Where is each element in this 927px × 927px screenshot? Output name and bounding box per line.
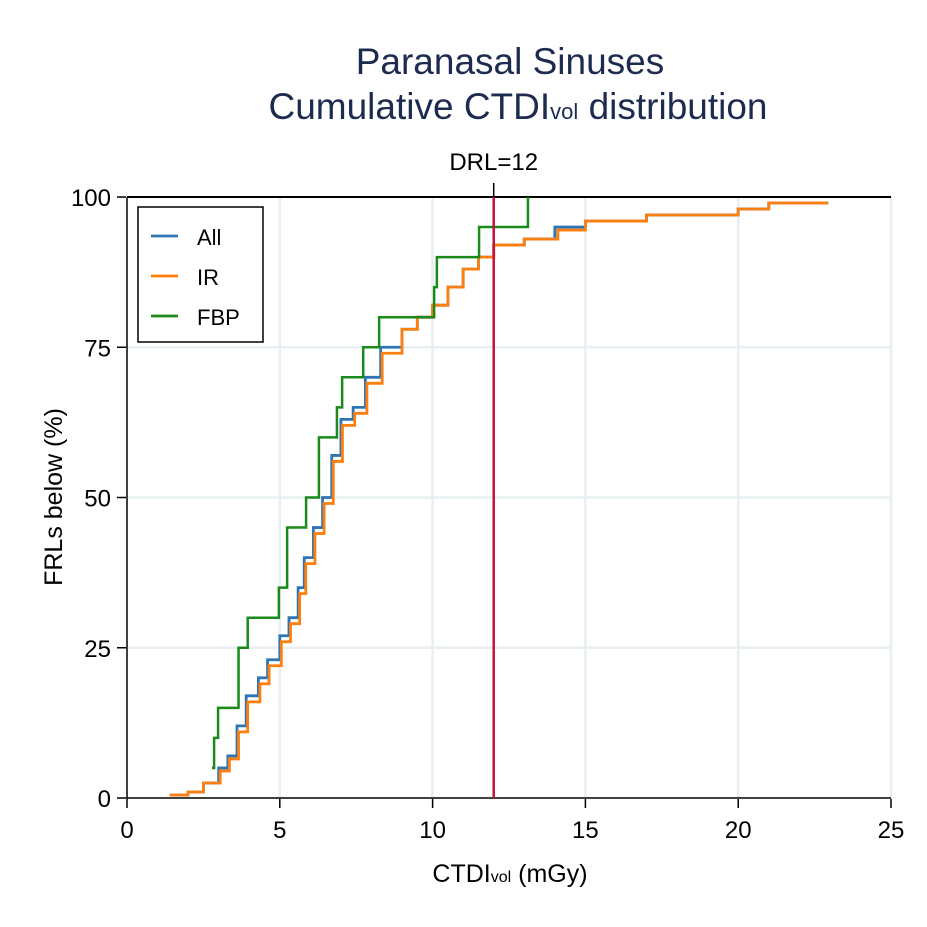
series-lines [169,183,829,798]
chart-title: Paranasal Sinuses [356,41,665,82]
series-line-fbp [211,197,530,770]
xlabel-main: CTDI [432,860,490,888]
x-tick-label: 25 [878,817,905,844]
chart-subtitle: Cumulative CTDIvol distribution [268,86,767,127]
drl-label: DRL=12 [449,149,538,176]
y-tick-label: 75 [84,335,111,362]
legend: All IR FBP [137,206,264,343]
axes: 0 5 10 15 20 25 0 25 50 75 100 [71,185,904,844]
legend-label: FBP [197,305,240,330]
legend-label: All [197,225,221,250]
xlabel-sub: vol [491,869,511,886]
series-line-ir [169,201,829,797]
y-tick-label: 100 [71,185,111,212]
y-tick-label: 25 [84,636,111,663]
x-tick-label: 20 [725,817,752,844]
legend-box [137,206,264,343]
x-tick-label: 5 [273,817,286,844]
x-tick-label: 15 [572,817,599,844]
xlabel-tail: (mGy) [511,860,587,888]
x-tick-label: 0 [120,817,133,844]
x-tick-label: 10 [419,817,446,844]
subtitle-sub: vol [550,99,578,124]
y-tick-label: 0 [98,786,111,813]
legend-label: IR [197,265,219,290]
y-axis-label: FRLs below (%) [40,408,68,586]
subtitle-tail: distribution [578,86,767,127]
x-axis-label: CTDIvol (mGy) [432,860,587,888]
y-tick-label: 50 [84,486,111,513]
subtitle-main: Cumulative CTDI [268,86,550,127]
